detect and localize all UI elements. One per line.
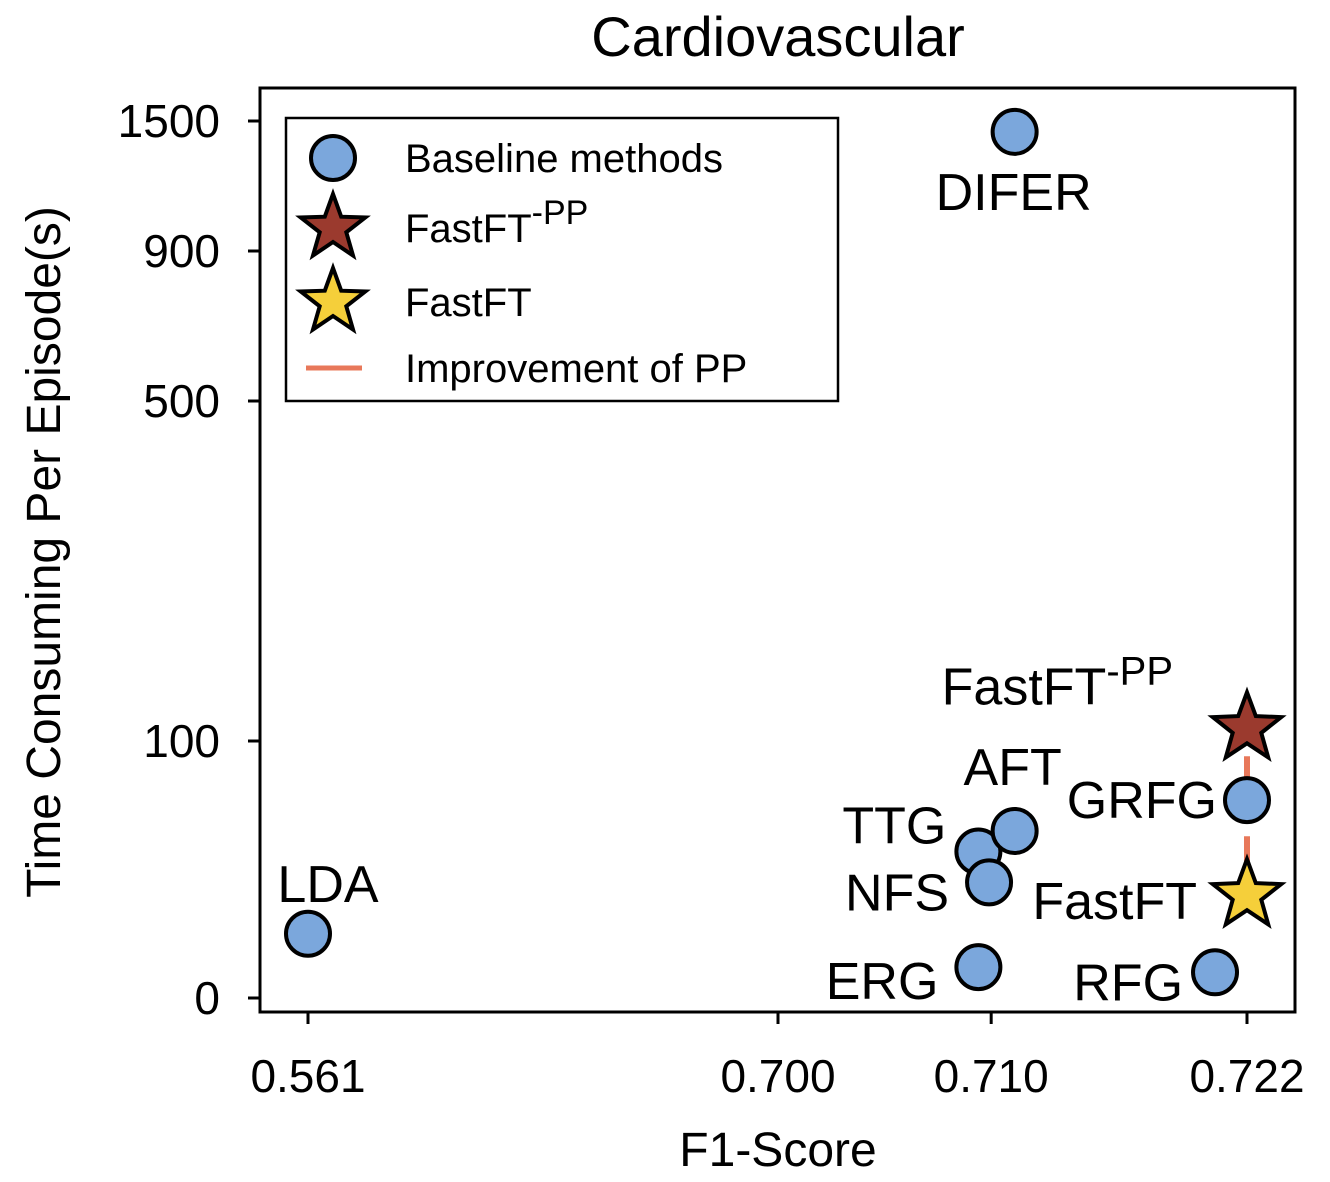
chart-title: Cardiovascular <box>591 5 965 68</box>
data-points <box>284 107 1287 997</box>
point-fastft <box>1207 853 1287 929</box>
legend-label-fastft-pp: FastFT-PP <box>405 194 588 251</box>
x-axis-ticks: 0.561 0.700 0.710 0.722 <box>250 1012 1305 1102</box>
legend-label-improvement-of-pp: Improvement of PP <box>405 347 747 391</box>
label-nfs: NFS <box>845 864 949 922</box>
legend: Baseline methods FastFT-PP FastFT Improveme… <box>284 116 840 403</box>
point-rfg <box>1191 948 1240 997</box>
point-erg <box>954 943 1003 992</box>
legend-label-fastft: FastFT <box>405 281 532 325</box>
label-rfg: RFG <box>1073 954 1183 1012</box>
y-axis-ticks: 0 100 500 900 1500 <box>118 95 260 1024</box>
legend-marker-fastft-pp <box>295 188 371 261</box>
y-axis-label: Time Consuming Per Episode(s) <box>18 206 71 898</box>
x-tick-label: 0.722 <box>1189 1050 1304 1102</box>
legend-marker-fastft <box>295 262 371 335</box>
label-ttg: TTG <box>842 798 946 856</box>
y-tick-label: 900 <box>143 225 220 277</box>
label-lda: LDA <box>277 856 378 914</box>
point-aft <box>990 806 1039 855</box>
point-difer <box>990 107 1039 156</box>
point-nfs <box>965 858 1014 907</box>
y-tick-label: 0 <box>194 972 220 1024</box>
legend-marker-baseline-methods <box>309 134 357 182</box>
label-fastft: FastFT <box>1032 873 1197 931</box>
x-tick-label: 0.700 <box>720 1050 835 1102</box>
point-fastft-pp <box>1207 686 1287 763</box>
x-tick-label: 0.561 <box>250 1050 365 1102</box>
label-fastft-pp: FastFT-PP <box>942 649 1173 716</box>
label-aft: AFT <box>964 739 1062 797</box>
label-grfg: GRFG <box>1067 772 1217 830</box>
y-tick-label: 100 <box>143 715 220 767</box>
y-tick-label: 1500 <box>118 95 220 147</box>
legend-label-baseline-methods: Baseline methods <box>405 137 723 181</box>
point-labels: LDA ERG TTG NFS AFT DIFER RFG GRFG FastFT-PP Fast… <box>277 164 1217 1012</box>
point-grfg <box>1223 776 1271 825</box>
legend-box <box>284 116 840 403</box>
y-tick-label: 500 <box>143 375 220 427</box>
label-erg: ERG <box>826 953 939 1011</box>
label-difer: DIFER <box>936 164 1092 222</box>
point-lda <box>284 909 332 958</box>
x-tick-label: 0.710 <box>934 1050 1049 1102</box>
x-axis-label: F1-Score <box>679 1124 876 1177</box>
